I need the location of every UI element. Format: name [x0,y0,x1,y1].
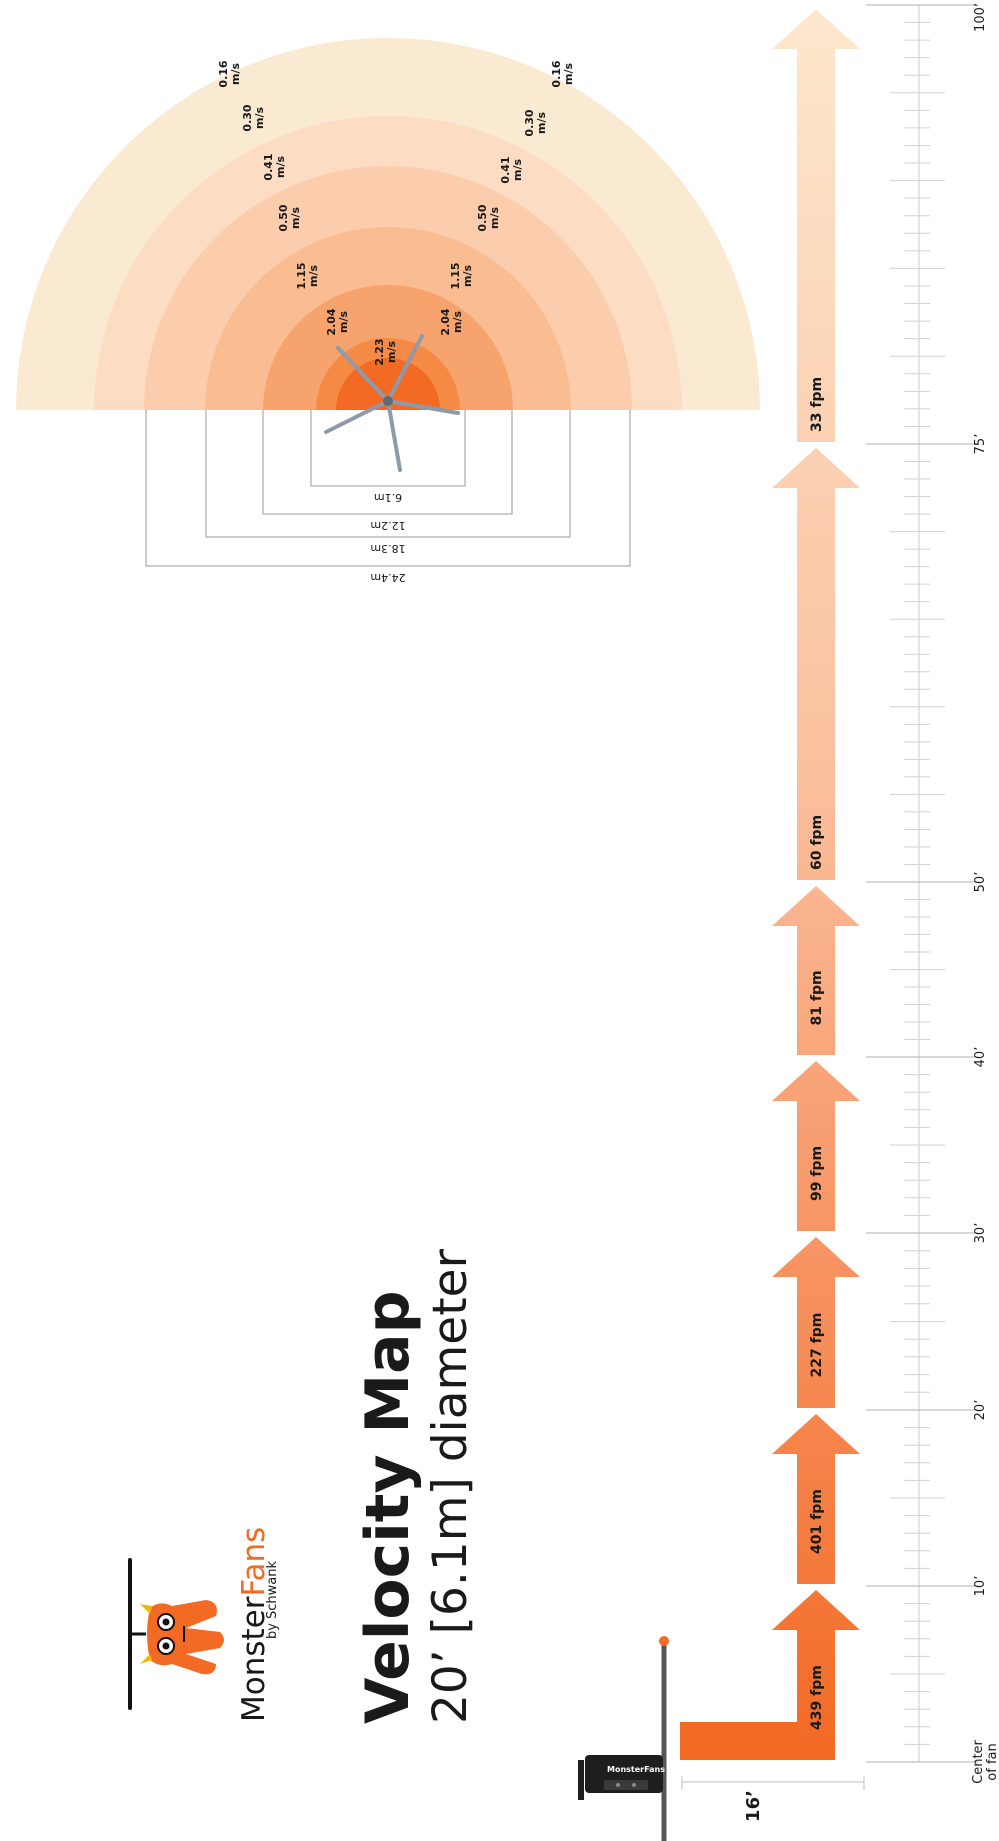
zone-label-value: 0.41 [262,153,275,180]
zone-label-right-3: 0.50 m/s [476,204,501,231]
velocity-arrow-label: 401 fpm [809,1489,825,1554]
dimension-bracket-18m [205,410,571,538]
zone-label-unit: m/s [562,63,575,85]
ruler-label: of fan [985,1743,999,1780]
dimension-brackets [145,410,631,567]
ruler-label: 30’ [973,1223,988,1244]
velocity-arrow-4 [772,1061,860,1231]
title-block: Velocity Map 20’ [6.1m] diameter [353,1248,478,1724]
zone-center-value: 2.23 [373,338,386,365]
logo-wordmark: MonsterFans [236,1527,272,1722]
zone-label-unit: m/s [337,311,350,333]
zone-label-unit: m/s [488,207,501,229]
mount-height-dimension: 16’ [681,1776,865,1822]
zone-label-value: 0.16 [217,60,230,87]
ruler-label-center: Center of fan [971,1739,999,1783]
zone-label-unit: m/s [289,207,302,229]
velocity-arrow-label: 439 fpm [809,1665,825,1730]
ruler-label: Center [971,1739,986,1783]
zone-label-right-2: 1.15 m/s [449,262,474,289]
zone-label-value: 1.15 [295,262,308,289]
ruler-label: 50’ [973,872,988,893]
zone-label-unit: m/s [535,112,548,134]
dimension-label-12m: 12.2m [370,519,405,532]
velocity-arrow-6 [772,448,860,880]
zone-ring-labels: 2.04 m/s 2.04 m/s 1.15 m/s 1.15 m/s 0.50… [217,60,575,335]
ruler-label: 40’ [973,1047,988,1068]
fan-mount-bracket-icon [578,1760,584,1800]
velocity-arrow-label: 60 fpm [809,815,825,870]
velocity-arrow-1 [772,1590,860,1760]
ruler-label: 10’ [973,1576,988,1597]
zone-label-value: 0.41 [499,156,512,183]
velocity-arrow-label: 99 fpm [809,1146,825,1201]
zone-label-left-6: 0.16 m/s [217,60,242,87]
fan-blades-icon [324,334,460,472]
zone-center-unit: m/s [385,341,398,363]
zone-center-label: 2.23 m/s [373,338,398,365]
fan-blade-tip-icon [659,1636,669,1646]
velocity-arrow-7 [772,9,860,442]
zone-label-value: 0.30 [523,109,536,136]
velocity-arrow-3 [772,1237,860,1408]
zone-label-unit: m/s [274,156,287,178]
zone-label-unit: m/s [461,265,474,287]
zone-label-right-1: 2.04 m/s [439,308,464,335]
zone-label-value: 0.50 [277,204,290,231]
zone-label-left-1: 2.04 m/s [325,308,350,335]
velocity-arrow-2 [772,1414,860,1584]
dimension-label-6m: 6.1m [374,491,402,504]
ruler-label: 100’ [973,3,988,32]
page-title: Velocity Map [353,1290,423,1724]
mount-height-label: 16’ [743,1790,764,1822]
zone-rings [16,38,760,410]
fan-side-view: MonsterFans [578,1636,669,1841]
logo-tagline: by Schwank [265,1560,280,1639]
zone-label-left-3: 0.50 m/s [277,204,302,231]
velocity-arrow-label: 227 fpm [809,1313,825,1378]
dimension-bracket-12m [262,410,513,515]
ruler-label: 20’ [973,1400,988,1421]
dimension-label-18m: 18.3m [370,542,405,555]
monster-mascot-icon [140,1600,224,1675]
zone-label-value: 2.04 [439,308,452,335]
dimension-bracket-6m [310,410,466,487]
zone-label-unit: m/s [307,265,320,287]
zone-label-right-5: 0.30 m/s [523,109,548,136]
zone-label-value: 0.30 [241,104,254,131]
zone-label-unit: m/s [451,311,464,333]
zone-label-value: 2.04 [325,308,338,335]
zone-label-value: 1.15 [449,262,462,289]
zone-label-left-5: 0.30 m/s [241,104,266,131]
airflow-down-bar [680,1722,797,1760]
zone-label-unit: m/s [511,159,524,181]
ruler-ticks [866,4,978,1763]
fan-motor-detail [604,1780,648,1790]
ruler-labels: Center of fan 10’ 20’ 30’ 40’ 50’ 75’ 100’ [971,3,999,1784]
dimension-labels: 6.1m 12.2m 18.3m 24.4m [370,491,405,584]
zone-label-right-6: 0.16 m/s [550,60,575,87]
ruler-label: 75’ [973,434,988,455]
zone-label-left-2: 1.15 m/s [295,262,320,289]
zone-label-value: 0.50 [476,204,489,231]
zone-label-value: 0.16 [550,60,563,87]
zone-label-right-4: 0.41 m/s [499,156,524,183]
velocity-arrow-5 [772,886,860,1055]
velocity-zones: 2.23 m/s 2.04 m/s 2.04 m/s 1.15 m/s 1.15… [16,38,760,584]
page-subtitle: 20’ [6.1m] diameter [423,1248,478,1724]
zone-label-unit: m/s [229,63,242,85]
fan-badge-text: MonsterFans [607,1765,665,1774]
velocity-arrows: 439 fpm 401 fpm 227 fpm 99 fpm 81 fpm 60 fpm 3… [772,9,860,1760]
zone-label-unit: m/s [253,107,266,129]
dimension-label-24m: 24.4m [370,571,405,584]
distance-ruler: Center of fan 10’ 20’ 30’ 40’ 50’ 75’ 100’ [866,3,999,1784]
zone-label-left-4: 0.41 m/s [262,153,287,180]
dimension-bracket-24m [145,410,631,567]
velocity-arrow-label: 81 fpm [809,970,825,1025]
monsterfans-logo: MonsterFans by Schwank [128,1527,280,1722]
velocity-arrow-label: 33 fpm [809,377,825,432]
